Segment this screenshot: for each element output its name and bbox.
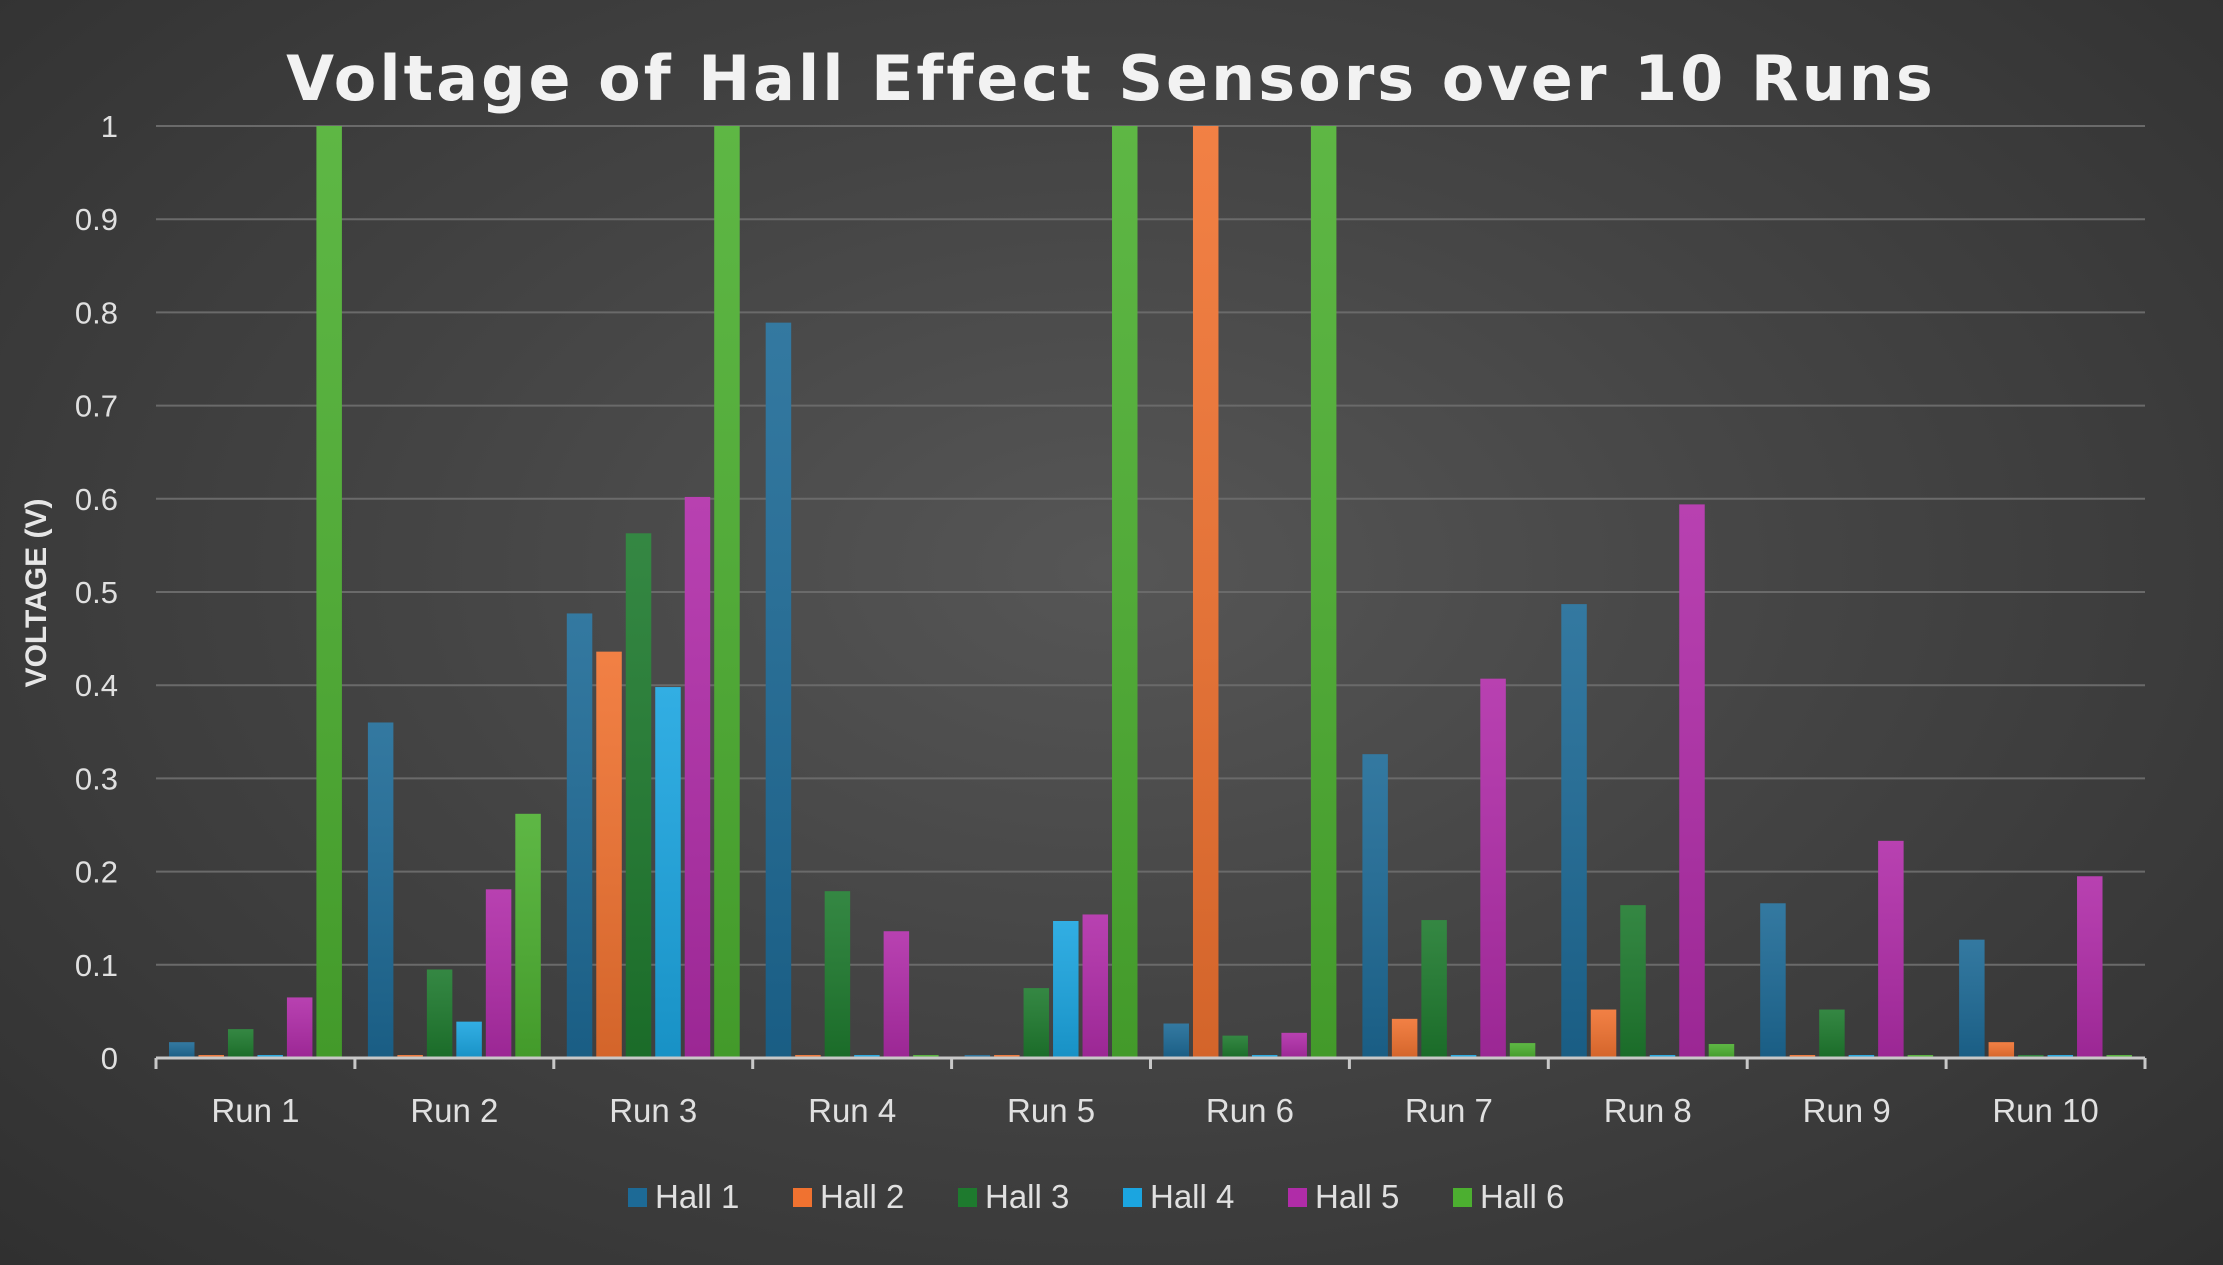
x-tick-label: Run 3 [609,1092,697,1129]
bar-shade [1163,1023,1189,1058]
y-tick-label: 0 [101,1041,118,1076]
legend-label: Hall 6 [1480,1178,1564,1215]
legend-label: Hall 3 [985,1178,1069,1215]
y-tick-label: 0.4 [75,668,118,703]
bar-shade [1878,840,1904,1058]
bar-shade [684,496,711,1058]
x-tick-label: Run 6 [1206,1092,1294,1129]
bar-shade [1310,126,1337,1058]
bar-shade [169,1042,195,1058]
bar-shade [1281,1032,1307,1058]
x-tick-label: Run 1 [211,1092,299,1129]
bar-shade [1819,1009,1845,1058]
bar-shade [1421,920,1447,1058]
x-tick-label: Run 2 [410,1092,498,1129]
bar-shade [426,969,453,1058]
gridlines [156,125,2145,966]
legend-swatch-hall-5 [1288,1188,1307,1207]
y-tick-label: 0.3 [75,761,118,796]
bar-shade [1222,1035,1248,1058]
x-tick-label: Run 10 [1992,1092,2098,1129]
x-tick-label: Run 8 [1604,1092,1692,1129]
y-tick-label: 0.1 [75,948,118,983]
legend-label: Hall 4 [1150,1178,1234,1215]
y-tick-label: 1 [101,109,118,144]
bar-shade [765,322,792,1059]
legend-swatch-hall-4 [1123,1188,1142,1207]
bar-shade [1959,939,1985,1058]
bar-shade [714,126,740,1058]
legend-label: Hall 1 [655,1178,739,1215]
x-tick-label: Run 9 [1803,1092,1891,1129]
bar-shade [1053,920,1079,1058]
legend: Hall 1 Hall 2 Hall 3 Hall 4 Hall 5 Hall 6 [628,1178,1564,1215]
y-tick-label: 0.5 [75,575,118,610]
bar-shade [1679,504,1705,1059]
chart-title: Voltage of Hall Effect Sensors over 10 R… [286,42,1936,115]
y-tick-label: 0.2 [75,855,118,890]
bar-shade [1480,678,1506,1058]
y-tick-label: 0.6 [75,482,118,517]
bar-shade [515,813,541,1058]
legend-swatch-hall-3 [958,1188,977,1207]
x-tick-label: Run 5 [1007,1092,1095,1129]
bar-shade [1760,903,1786,1058]
bar-shade [1590,1009,1617,1058]
bar-shade [655,687,681,1058]
legend-swatch-hall-6 [1453,1188,1472,1207]
x-axis [154,1056,2147,1069]
bar-shade [596,651,622,1058]
bar-shade [1988,1042,2015,1058]
bar-shade [625,533,652,1058]
y-axis-title: VOLTAGE (V) [20,499,53,688]
bar-shade [286,997,313,1058]
bar-shade [1112,126,1138,1058]
legend-swatch-hall-1 [628,1188,647,1207]
bar-shade [2077,876,2103,1058]
x-axis-ticks: Run 1 Run 2 Run 3 Run 4 Run 5 Run 6 Run 7 Run 8… [211,1092,2098,1129]
y-tick-label: 0.9 [75,202,118,237]
bar-shade [566,613,593,1058]
bar-shade [485,889,512,1058]
bar-shade [1620,905,1646,1058]
bars [169,126,2132,1059]
bar-shade [883,931,910,1058]
bar-shade [367,722,394,1058]
x-tick-label: Run 7 [1405,1092,1493,1129]
bar-shade [227,1029,254,1058]
bar-shade [1391,1018,1418,1058]
bar-shade [1509,1043,1536,1058]
bar-shade [316,126,342,1058]
legend-swatch-hall-2 [793,1188,812,1207]
legend-label: Hall 2 [820,1178,904,1215]
legend-label: Hall 5 [1315,1178,1399,1215]
y-axis-ticks: 0 0.1 0.2 0.3 0.4 0.5 0.6 0.7 0.8 0.9 1 [75,109,118,1076]
bar-shade [1023,988,1050,1058]
bar-shade [456,1021,482,1058]
bar-shade [1082,914,1109,1058]
bar-shade [1192,126,1219,1058]
x-tick-label: Run 4 [808,1092,896,1129]
bar-shade [1362,754,1388,1058]
bar-shade [1708,1044,1735,1058]
y-tick-label: 0.8 [75,295,118,330]
y-tick-label: 0.7 [75,389,118,424]
bar-shade [1561,604,1587,1058]
bar-shade [824,891,851,1058]
